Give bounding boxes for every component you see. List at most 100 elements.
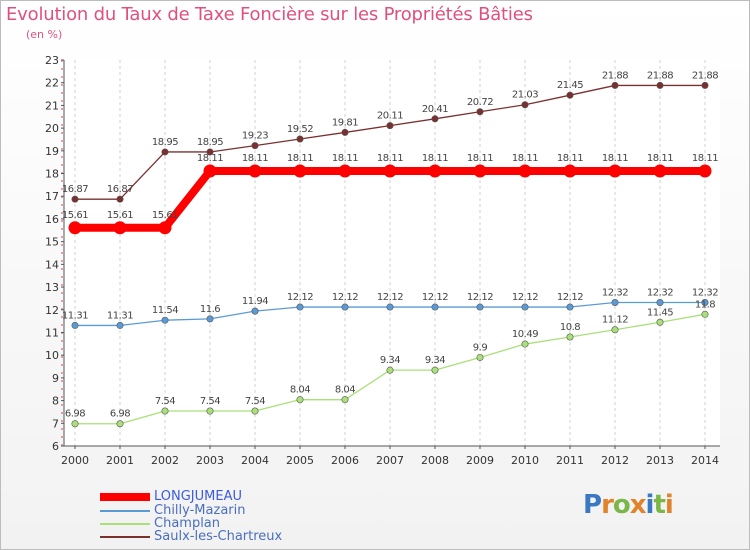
label-saulx-les-chartreux-2014: 21.88 (692, 70, 718, 81)
proxiti-logo: Proxiti (583, 490, 674, 520)
label-longjumeau-2008: 18.11 (422, 153, 448, 164)
y-tick-label-16: 16 (45, 213, 59, 226)
point-champlan-2008 (431, 366, 439, 374)
logo-letter: i (664, 490, 674, 520)
y-axis-unit: (en %) (26, 28, 63, 41)
point-chilly-mazarin-2011 (566, 303, 574, 311)
label-saulx-les-chartreux-2005: 19.52 (287, 124, 313, 135)
label-longjumeau-2013: 18.11 (647, 153, 673, 164)
point-saulx-les-chartreux-2000 (71, 195, 79, 203)
label-longjumeau-2000: 15.61 (62, 210, 88, 221)
point-saulx-les-chartreux-2013 (656, 81, 664, 89)
label-champlan-2009: 9.9 (473, 342, 488, 353)
legend-swatch-chilly-mazarin (100, 510, 150, 512)
point-chilly-mazarin-2002 (161, 316, 169, 324)
label-champlan-2014: 11.8 (695, 299, 715, 310)
label-saulx-les-chartreux-2002: 18.95 (152, 137, 178, 148)
point-champlan-2000 (71, 420, 79, 428)
label-longjumeau-2009: 18.11 (467, 153, 493, 164)
point-champlan-2010 (521, 340, 529, 348)
x-tick-label-2009: 2009 (466, 454, 494, 467)
label-champlan-2012: 11.12 (602, 315, 628, 326)
series-longjumeau (68, 164, 712, 235)
x-tick-labels: 2000 2001 2002 2003 2004 2005 2006 2007 2008 2009… (61, 454, 719, 467)
x-tick-label-2013: 2013 (646, 454, 674, 467)
legend-label-saulx-les-chartreux: Saulx-les-Chartreux (154, 529, 283, 544)
point-saulx-les-chartreux-2004 (251, 142, 259, 150)
point-champlan-2004 (251, 407, 259, 415)
label-saulx-les-chartreux-2000: 16.87 (62, 184, 88, 195)
y-tick-label-17: 17 (45, 190, 59, 203)
point-champlan-2007 (386, 366, 394, 374)
y-tick-label-14: 14 (45, 258, 59, 271)
point-longjumeau-2009 (473, 164, 487, 178)
label-champlan-2005: 8.04 (290, 385, 310, 396)
point-chilly-mazarin-2001 (116, 321, 124, 329)
label-champlan-2013: 11.45 (647, 307, 673, 318)
point-champlan-2006 (341, 396, 349, 404)
logo-letter: r (601, 490, 614, 520)
point-chilly-mazarin-2000 (71, 321, 79, 329)
label-chilly-mazarin-2005: 12.12 (287, 292, 313, 303)
point-longjumeau-2003 (203, 164, 217, 178)
label-longjumeau-2007: 18.11 (377, 153, 403, 164)
point-chilly-mazarin-2009 (476, 303, 484, 311)
label-chilly-mazarin-2008: 12.12 (422, 292, 448, 303)
logo-letter: o (612, 490, 631, 520)
x-tick-label-2004: 2004 (241, 454, 269, 467)
label-chilly-mazarin-2013: 12.32 (647, 287, 673, 298)
label-saulx-les-chartreux-2003: 18.95 (197, 137, 223, 148)
y-tick-label-9: 9 (52, 372, 59, 385)
point-saulx-les-chartreux-2010 (521, 101, 529, 109)
label-chilly-mazarin-2014: 12.32 (692, 287, 718, 298)
legend-label-champlan: Champlan (154, 516, 221, 531)
y-tick-label-12: 12 (45, 304, 59, 317)
point-champlan-2001 (116, 420, 124, 428)
point-saulx-les-chartreux-2002 (161, 148, 169, 156)
legend-label-chilly-mazarin: Chilly-Mazarin (154, 503, 246, 518)
logo-letter: x (629, 490, 647, 520)
x-tick-label-2006: 2006 (331, 454, 359, 467)
label-champlan-2000: 6.98 (65, 409, 85, 420)
point-chilly-mazarin-2008 (431, 303, 439, 311)
label-longjumeau-2001: 15.61 (107, 210, 133, 221)
point-chilly-mazarin-2006 (341, 303, 349, 311)
label-champlan-2011: 10.8 (560, 322, 580, 333)
legend-item-longjumeau: LONGJUMEAU (100, 490, 242, 504)
series-champlan (71, 310, 709, 428)
label-saulx-les-chartreux-2006: 19.81 (332, 117, 358, 128)
point-longjumeau-2013 (653, 164, 667, 178)
point-longjumeau-2011 (563, 164, 577, 178)
label-champlan-2010: 10.49 (512, 329, 538, 340)
point-chilly-mazarin-2014 (701, 298, 709, 306)
label-longjumeau-2003: 18.11 (197, 153, 223, 164)
point-saulx-les-chartreux-2003 (206, 148, 214, 156)
point-chilly-mazarin-2004 (251, 307, 259, 315)
label-longjumeau-2006: 18.11 (332, 153, 358, 164)
series-group (68, 81, 712, 428)
point-champlan-2009 (476, 353, 484, 361)
legend-swatch-champlan (100, 523, 150, 525)
label-champlan-2003: 7.54 (200, 396, 220, 407)
point-champlan-2011 (566, 333, 574, 341)
point-saulx-les-chartreux-2012 (611, 81, 619, 89)
point-longjumeau-2012 (608, 164, 622, 178)
y-tick-label-10: 10 (45, 349, 59, 362)
label-longjumeau-2010: 18.11 (512, 153, 538, 164)
label-saulx-les-chartreux-2013: 21.88 (647, 70, 673, 81)
point-saulx-les-chartreux-2005 (296, 135, 304, 143)
point-saulx-les-chartreux-2007 (386, 122, 394, 130)
point-chilly-mazarin-2010 (521, 303, 529, 311)
label-chilly-mazarin-2002: 11.54 (152, 305, 178, 316)
label-longjumeau-2012: 18.11 (602, 153, 628, 164)
point-longjumeau-2010 (518, 164, 532, 178)
label-champlan-2002: 7.54 (155, 396, 175, 407)
label-saulx-les-chartreux-2008: 20.41 (422, 104, 448, 115)
y-tick-label-21: 21 (45, 99, 59, 112)
label-chilly-mazarin-2004: 11.94 (242, 296, 268, 307)
label-chilly-mazarin-2006: 12.12 (332, 292, 358, 303)
point-longjumeau-2001 (113, 221, 127, 235)
y-tick-label-20: 20 (45, 122, 59, 135)
chart-title: Evolution du Taux de Taxe Foncière sur l… (6, 4, 533, 25)
